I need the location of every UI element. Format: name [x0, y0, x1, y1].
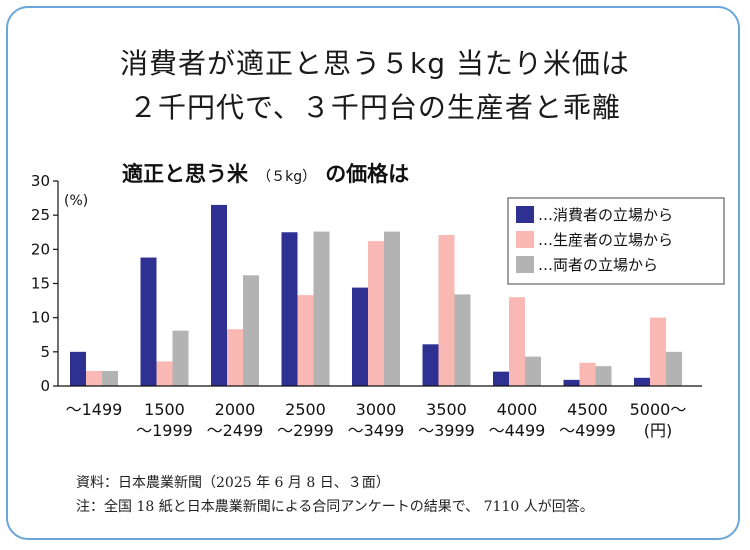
footnote: 注：全国 18 紙と日本農業新聞による合同アンケートの結果で、 7110 人が回…	[76, 499, 594, 515]
chart-title: 適正と思う米 （５kg） の価格は	[122, 162, 409, 186]
bar	[525, 356, 541, 386]
bar	[454, 294, 471, 386]
y-tick-label: 20	[31, 240, 50, 258]
legend: …消費者の立場から …生産者の立場から …両者の立場から	[507, 197, 725, 285]
bar	[243, 275, 259, 386]
y-tick-label: 25	[31, 206, 50, 224]
legend-label: …両者の立場から	[538, 256, 658, 274]
bar	[368, 241, 384, 386]
y-tick-label: 30	[31, 172, 50, 190]
bar	[666, 351, 682, 386]
bar	[227, 329, 243, 386]
x-tick-label: ～2499	[207, 421, 264, 440]
y-axis-unit-label: (%)	[64, 193, 88, 209]
legend-label: …消費者の立場から	[538, 206, 673, 224]
legend-swatch	[516, 231, 534, 248]
bar	[211, 204, 227, 386]
x-tick-label: 3500	[426, 400, 467, 419]
x-tick-label: 2000	[215, 400, 256, 419]
bar	[422, 344, 439, 386]
bar	[86, 370, 102, 386]
x-tick-label: ～3499	[348, 421, 405, 440]
headline-line-2: ２千円代で、３千円台の生産者と乖離	[129, 91, 621, 124]
bar	[509, 297, 525, 386]
x-tick-label: 4500	[567, 400, 608, 419]
x-tick-label: 3000	[356, 400, 397, 419]
panel-frame	[6, 6, 740, 540]
x-tick-label: ～1499	[66, 400, 123, 419]
legend-box	[507, 197, 725, 285]
x-tick-label: ～2999	[277, 421, 334, 440]
x-tick-label: ～4999	[559, 421, 616, 440]
bar	[563, 379, 580, 386]
legend-swatch	[516, 206, 534, 223]
bar	[281, 232, 298, 386]
x-tick-label: ～4499	[489, 421, 546, 440]
bar	[70, 351, 86, 386]
x-tick-label: (円)	[644, 421, 673, 440]
bar	[313, 231, 330, 386]
x-tick-label: 2500	[285, 400, 326, 419]
bar	[102, 370, 118, 386]
bar	[650, 317, 666, 386]
x-tick-label: 4000	[497, 400, 538, 419]
y-tick-label: 5	[40, 343, 50, 361]
bar	[384, 231, 400, 386]
legend-label: …生産者の立場から	[538, 231, 673, 249]
bar	[172, 330, 189, 386]
rice-price-chart: 適正と思う米 （５kg） の価格は (%) 0 5 10 15 20 25 30 ～1499 1…	[31, 162, 725, 440]
bar	[634, 377, 650, 386]
headline-line-1: 消費者が適正と思う５kg 当たり米価は	[120, 47, 630, 80]
legend-swatch	[516, 256, 534, 273]
bar	[140, 257, 157, 386]
y-tick-label: 15	[31, 275, 50, 293]
x-tick-label: 5000～	[630, 400, 687, 419]
x-tick-label: ～3999	[418, 421, 475, 440]
y-tick-label: 10	[31, 309, 50, 327]
bar	[297, 295, 314, 386]
bar	[493, 371, 509, 386]
bar	[438, 234, 455, 386]
source-note: 資料：日本農業新聞（2025 年 6 月 8 日、３面）	[76, 475, 390, 491]
y-tick-label: 0	[40, 377, 50, 395]
bar	[595, 366, 612, 386]
bar-group	[70, 204, 682, 386]
x-tick-label: 1500	[144, 400, 185, 419]
bar	[352, 287, 368, 386]
axes-group: 0 5 10 15 20 25 30 ～1499 1500 ～1999 2000 ～2499 2500 ～…	[31, 172, 702, 440]
bar	[156, 361, 173, 386]
x-tick-label: ～1999	[136, 421, 193, 440]
bar	[579, 362, 596, 386]
